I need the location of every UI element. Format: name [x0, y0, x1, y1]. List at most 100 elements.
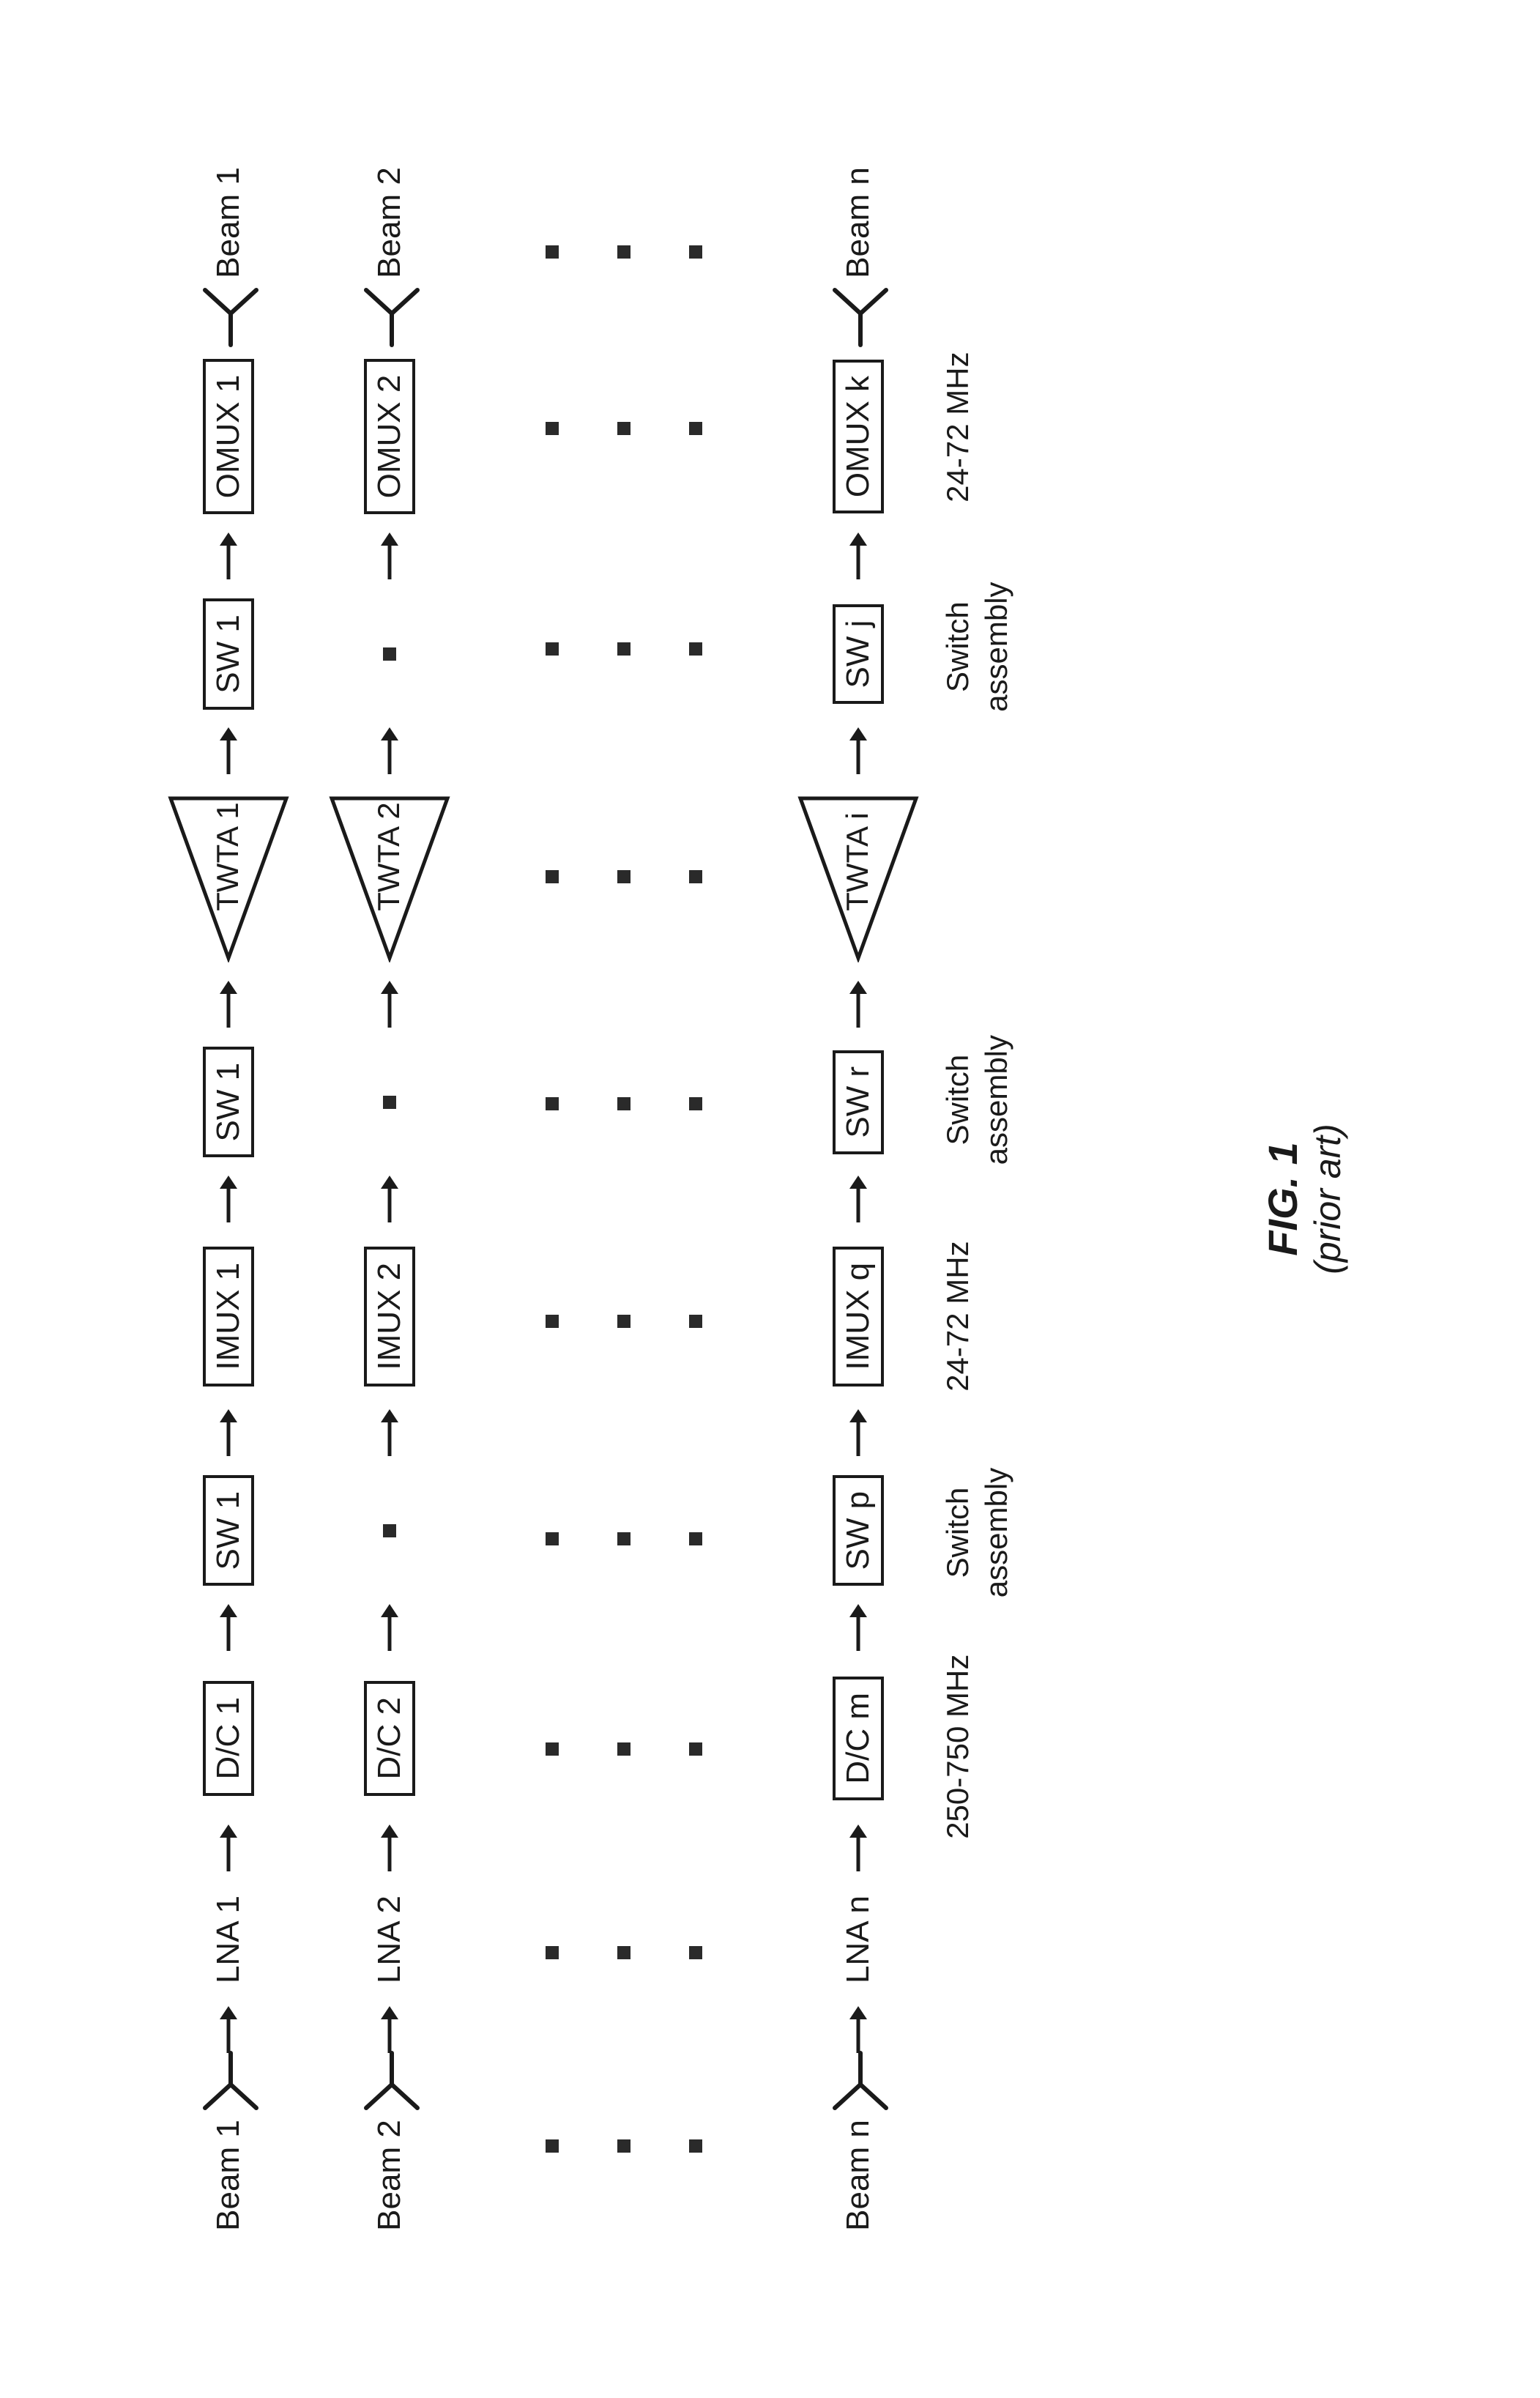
amplifier-label: TWTA 2	[371, 802, 406, 911]
arrow-right-icon	[844, 1823, 873, 1874]
ellipsis-dot	[689, 870, 702, 883]
footer-sw-a: Switchassembly	[939, 1468, 1016, 1597]
ellipsis-dot	[617, 422, 630, 435]
arrow-right-icon	[214, 1408, 243, 1459]
ellipsis-dot	[689, 1946, 702, 1959]
switch-block: SW p	[833, 1475, 884, 1586]
arrow-right-icon	[844, 726, 873, 777]
amplifier-block: TWTA 2	[327, 794, 452, 962]
footer-sw-c: Switchassembly	[939, 582, 1016, 711]
omux-block: OMUX 1	[203, 359, 254, 515]
caption-main: FIG. 1	[1259, 1124, 1306, 1274]
ellipsis-dot	[689, 422, 702, 435]
arrow-right-icon	[214, 1603, 243, 1654]
arrow-right-icon	[375, 1408, 404, 1459]
arrow-right-icon	[375, 979, 404, 1031]
footer-dc: 250-750 MHz	[939, 1655, 978, 1839]
beam-in-label: Beam n	[840, 2120, 875, 2231]
imux-block: IMUX 1	[203, 1247, 254, 1387]
ellipsis-dot	[689, 1742, 702, 1756]
ellipsis-dot	[617, 1946, 630, 1959]
antenna-in-icon	[193, 2049, 259, 2115]
ellipsis-dot	[689, 642, 702, 656]
beam-out-label: Beam 1	[210, 167, 245, 278]
arrow-right-icon	[844, 1174, 873, 1225]
ellipsis-dot	[546, 245, 559, 259]
ellipsis-dot	[383, 1524, 396, 1537]
arrow-right-icon	[844, 2005, 873, 2056]
arrow-right-icon	[214, 531, 243, 582]
footer-omux: 24-72 MHz	[939, 352, 978, 502]
switch-block: SW r	[833, 1050, 884, 1154]
ellipsis-dot	[546, 1315, 559, 1328]
column-footers: 250-750 MHz Switchassembly 24-72 MHz Swi…	[939, 174, 1063, 2224]
caption-sub: (prior art)	[1306, 1124, 1349, 1274]
arrow-right-icon	[375, 1823, 404, 1874]
antenna-out-icon	[193, 283, 259, 349]
ellipsis-dot	[546, 422, 559, 435]
ellipsis-dot	[546, 2139, 559, 2153]
ellipsis-dot	[617, 245, 630, 259]
switch-block: SW 1	[203, 1047, 254, 1158]
diagram-wrapper: Beam 1 LNA 1 D/C 1 SW 1 IMUX 1 SW 1 TWTA…	[148, 174, 1393, 2224]
arrow-right-icon	[844, 979, 873, 1031]
amplifier-label: TWTA 1	[210, 802, 245, 911]
ellipsis-dot	[383, 647, 396, 661]
antenna-out-icon	[354, 283, 420, 349]
ellipsis-dot	[617, 870, 630, 883]
ellipsis-dot	[689, 1315, 702, 1328]
arrow-right-icon	[844, 531, 873, 582]
lna-block: LNA 2	[371, 1896, 408, 1983]
dc-block: D/C m	[833, 1677, 884, 1800]
ellipsis-dot	[689, 2139, 702, 2153]
ellipsis-dot	[617, 1097, 630, 1110]
omux-block: OMUX k	[833, 360, 884, 513]
arrow-right-icon	[375, 726, 404, 777]
switch-block: SW j	[833, 604, 884, 705]
beam-in-label: Beam 2	[371, 2120, 406, 2231]
dc-block: D/C 1	[203, 1681, 254, 1795]
ellipsis-dot	[617, 2139, 630, 2153]
ellipsis-dot	[546, 642, 559, 656]
beam-out-label: Beam 2	[371, 167, 406, 278]
switch-block: SW 1	[203, 598, 254, 710]
switch-block: SW 1	[203, 1475, 254, 1586]
arrow-right-icon	[375, 531, 404, 582]
beam-out-label: Beam n	[840, 167, 875, 278]
antenna-out-icon	[823, 283, 889, 349]
lna-block: LNA n	[840, 1896, 877, 1983]
ellipsis-dot	[546, 1097, 559, 1110]
ellipsis-dot	[617, 1532, 630, 1545]
amplifier-block: TWTA i	[796, 794, 920, 962]
signal-chain-row: Beam 2 LNA 2 D/C 2 IMUX 2 TWTA 2 OMU	[309, 174, 470, 2224]
ellipsis-dot	[617, 1742, 630, 1756]
footer-imux: 24-72 MHz	[939, 1241, 978, 1391]
arrow-right-icon	[375, 2005, 404, 2056]
arrow-right-icon	[375, 1174, 404, 1225]
arrow-right-icon	[844, 1408, 873, 1459]
imux-block: IMUX q	[833, 1247, 884, 1387]
arrow-right-icon	[214, 2005, 243, 2056]
arrow-right-icon	[214, 1823, 243, 1874]
arrow-right-icon	[214, 726, 243, 777]
ellipsis-dot	[546, 870, 559, 883]
ellipsis-dot	[546, 1742, 559, 1756]
footer-sw-b: Switchassembly	[939, 1035, 1016, 1165]
ellipsis-dot	[546, 1946, 559, 1959]
arrow-right-icon	[844, 1603, 873, 1654]
ellipsis-row	[470, 174, 778, 2224]
imux-block: IMUX 2	[364, 1247, 415, 1387]
amplifier-block: TWTA 1	[166, 794, 291, 962]
beam-in-label: Beam 1	[210, 2120, 245, 2231]
signal-chain-row: Beam n LNA n D/C m SW p IMUX q SW r TWTA…	[778, 174, 939, 2224]
antenna-in-icon	[823, 2049, 889, 2115]
ellipsis-dot	[689, 245, 702, 259]
ellipsis-dot	[617, 642, 630, 656]
omux-block: OMUX 2	[364, 359, 415, 515]
antenna-in-icon	[354, 2049, 420, 2115]
amplifier-label: TWTA i	[840, 812, 875, 911]
figure-caption: FIG. 1 (prior art)	[1259, 1124, 1349, 1274]
signal-chain-row: Beam 1 LNA 1 D/C 1 SW 1 IMUX 1 SW 1 TWTA…	[148, 174, 309, 2224]
ellipsis-dot	[383, 1096, 396, 1109]
ellipsis-dot	[546, 1532, 559, 1545]
